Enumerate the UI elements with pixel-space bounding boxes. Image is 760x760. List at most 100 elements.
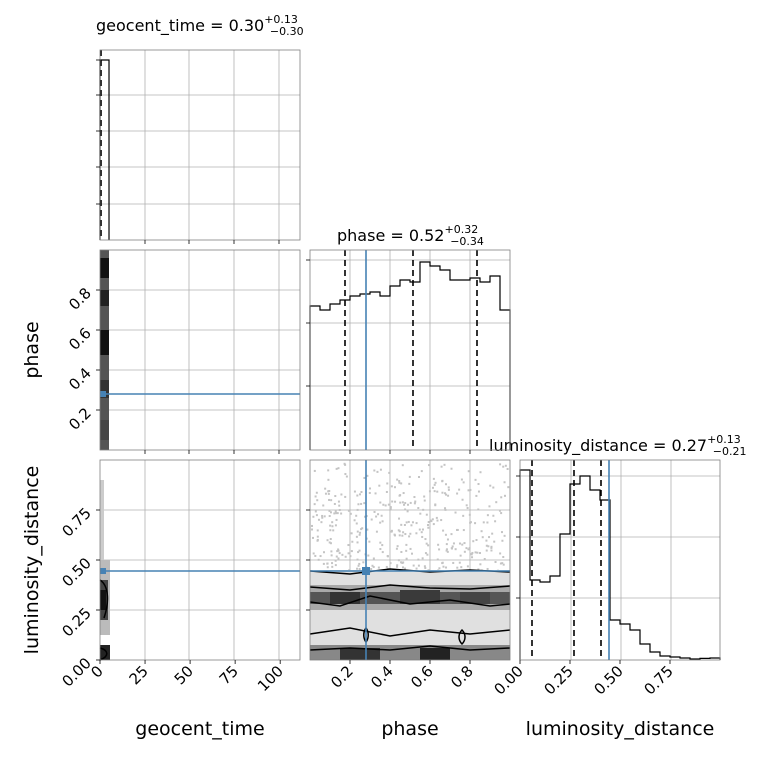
- xticks-2d-geocent-phase: [144, 450, 280, 454]
- scatter-point: [317, 518, 320, 521]
- scatter-point: [427, 521, 430, 524]
- scatter-point: [418, 528, 421, 531]
- scatter-point: [317, 558, 320, 561]
- scatter-point: [331, 521, 334, 524]
- scatter-point: [423, 499, 426, 502]
- scatter-point: [321, 516, 324, 519]
- contour-level-4: [309, 645, 511, 651]
- scatter-point: [425, 542, 428, 545]
- scatter-point: [373, 469, 376, 472]
- scatter-point: [356, 508, 359, 511]
- scatter-point: [466, 507, 469, 510]
- scatter-point: [327, 478, 330, 481]
- scatter-point: [344, 463, 347, 466]
- scatter-point: [350, 532, 353, 535]
- scatter-point: [311, 528, 314, 531]
- scatter-point: [328, 541, 331, 544]
- scatter-point: [398, 480, 401, 483]
- scatter-point: [441, 562, 444, 565]
- scatter-point: [451, 545, 454, 548]
- scatter-point: [316, 535, 319, 538]
- scatter-point: [450, 547, 453, 550]
- scatter-point: [344, 473, 347, 476]
- scatter-point: [428, 464, 431, 467]
- scatter-point: [334, 559, 337, 562]
- scatter-point: [469, 521, 472, 524]
- scatter-point: [320, 521, 323, 524]
- scatter-point: [441, 491, 444, 494]
- scatter-point: [405, 549, 408, 552]
- truth-marker-geocent-luminosity: [100, 568, 106, 574]
- scatter-point: [456, 528, 459, 531]
- scatter-point: [488, 536, 491, 539]
- scatter-point: [447, 494, 450, 497]
- scatter-point: [458, 542, 461, 545]
- scatter-point: [485, 539, 488, 542]
- geocent-time-tick-label-2: 50: [171, 662, 197, 688]
- scatter-point: [471, 551, 474, 554]
- scatter-point: [345, 475, 348, 478]
- scatter-point: [324, 487, 327, 490]
- grid-2d-geocent-luminosity: [100, 460, 300, 660]
- scatter-point: [458, 561, 461, 564]
- scatter-point: [468, 513, 471, 516]
- contour-level-2: [309, 595, 511, 607]
- scatter-point: [379, 521, 382, 524]
- scatter-point: [476, 551, 479, 554]
- scatter-point: [461, 543, 464, 546]
- scatter-point: [331, 565, 334, 568]
- scatter-point: [438, 548, 441, 551]
- scatter-point: [444, 508, 447, 511]
- scatter-point: [396, 545, 399, 548]
- scatter-point: [312, 536, 315, 539]
- scatter-point: [330, 554, 333, 557]
- scatter-point: [445, 566, 448, 569]
- scatter-point: [445, 548, 448, 551]
- scatter-point: [447, 488, 450, 491]
- scatter-point: [344, 555, 347, 558]
- panel-hist-geocent-time: [96, 49, 301, 244]
- scatter-point: [412, 564, 415, 567]
- scatter-point: [369, 487, 372, 490]
- scatter-point: [326, 562, 329, 565]
- scatter-point: [360, 490, 363, 493]
- panel-hist-phase: [306, 249, 511, 454]
- scatter-point: [417, 558, 420, 561]
- scatter-point: [465, 504, 468, 507]
- scatter-point: [401, 534, 404, 537]
- truth-marker-geocent-phase: [100, 391, 106, 397]
- scatter-point: [467, 489, 470, 492]
- luminosity-distance-ytick-label-2: 0.50: [58, 554, 94, 590]
- scatter-point: [334, 510, 337, 513]
- scatter-point: [469, 488, 472, 491]
- scatter-point: [460, 566, 463, 569]
- yticks-2d-phase-luminosity: [306, 509, 310, 611]
- scatter-point: [335, 555, 338, 558]
- grid-2d-geocent-phase: [100, 250, 300, 450]
- xlabel-phase: phase: [381, 718, 438, 740]
- scatter-point: [356, 567, 359, 570]
- scatter-point: [441, 479, 444, 482]
- luminosity-distance-tick-label-0: 0.00: [490, 662, 526, 698]
- scatter-point: [494, 520, 497, 523]
- scatter-point: [436, 490, 439, 493]
- scatter-point: [428, 490, 431, 493]
- scatter-point: [385, 565, 388, 568]
- scatter-point: [424, 538, 427, 541]
- scatter-point: [334, 524, 337, 527]
- scatter-point: [367, 554, 370, 557]
- scatter-point: [440, 465, 443, 468]
- scatter-point: [479, 471, 482, 474]
- ylabel-phase: phase: [21, 321, 43, 378]
- phase-ytick-label-2: 0.6: [65, 324, 95, 354]
- scatter-point: [422, 508, 425, 511]
- scatter-point: [387, 503, 390, 506]
- scatter-point: [490, 549, 493, 552]
- luminosity-distance-tick-label-1: 0.25: [540, 662, 576, 698]
- scatter-point: [504, 464, 507, 467]
- scatter-point: [358, 549, 361, 552]
- scatter-point: [314, 554, 317, 557]
- scatter-point: [486, 514, 489, 517]
- scatter-point: [329, 537, 332, 540]
- scatter-point: [385, 490, 388, 493]
